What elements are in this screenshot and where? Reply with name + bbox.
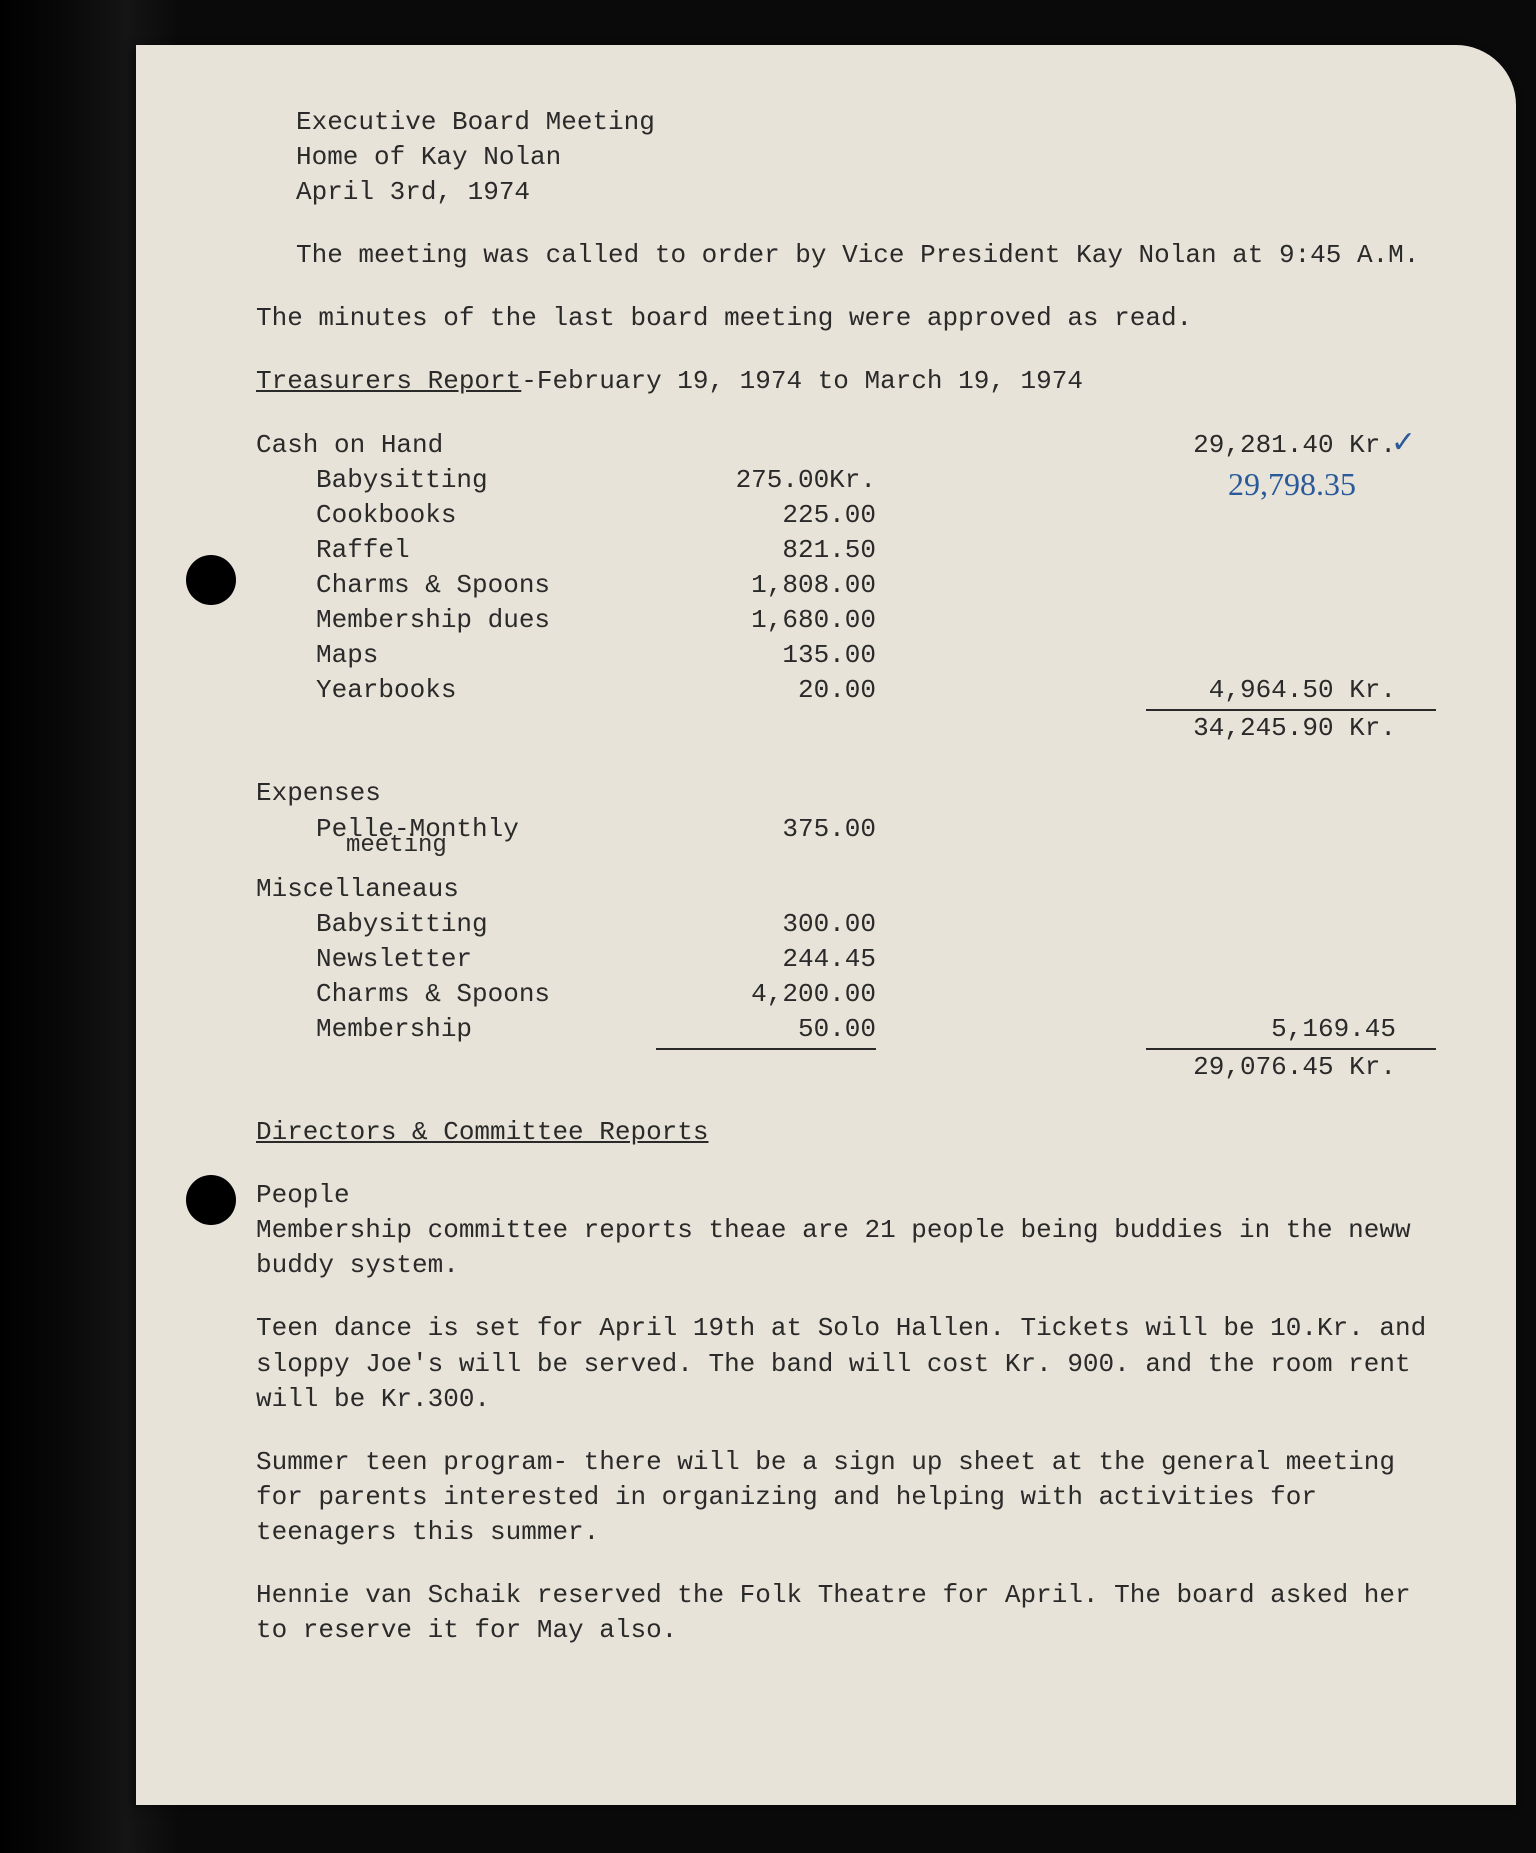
misc-row: Membership 50.00 5,169.45 bbox=[256, 1012, 1436, 1050]
treasurers-title: Treasurers Report bbox=[256, 366, 521, 396]
summer-teen-paragraph: Summer teen program- there will be a sig… bbox=[256, 1445, 1436, 1550]
checkmark-annotation: ✓ bbox=[1391, 423, 1416, 464]
row-amount: 1,680.00 bbox=[656, 603, 876, 638]
row-label: Miscellaneaus bbox=[256, 872, 596, 907]
teen-dance-paragraph: Teen dance is set for April 19th at Solo… bbox=[256, 1311, 1436, 1416]
expense-total-row: 29,076.45 Kr. bbox=[256, 1050, 1436, 1085]
row-amount: 300.00 bbox=[656, 907, 876, 942]
directors-title: Directors & Committee Reports bbox=[256, 1117, 708, 1147]
row-label: Maps bbox=[256, 638, 656, 673]
expense-subtotal: 5,169.45 bbox=[1146, 1012, 1436, 1050]
misc-row: Newsletter 244.45 bbox=[256, 942, 1436, 977]
row-label: Expenses bbox=[256, 776, 596, 811]
row-amount: 135.00 bbox=[656, 638, 876, 673]
hennie-paragraph: Hennie van Schaik reserved the Folk Thea… bbox=[256, 1578, 1436, 1648]
row-label: Charms & Spoons bbox=[256, 977, 656, 1012]
cash-on-hand-row: Cash on Hand 29,281.40 Kr. bbox=[256, 428, 1436, 463]
expenses-block: Expenses Pelle-Monthly meeting 375.00 bbox=[256, 776, 1436, 861]
row-label: Raffel bbox=[256, 533, 656, 568]
document-page: Executive Board Meeting Home of Kay Nola… bbox=[136, 45, 1516, 1805]
header-line: April 3rd, 1974 bbox=[296, 175, 1436, 210]
row-label: Pelle-Monthly meeting bbox=[256, 812, 656, 862]
row-amount: 375.00 bbox=[656, 812, 876, 862]
expense-total: 29,076.45 Kr. bbox=[1193, 1050, 1436, 1085]
row-label bbox=[256, 711, 656, 746]
income-subtotal: 4,964.50 Kr. bbox=[1146, 673, 1436, 711]
expense-row: Pelle-Monthly meeting 375.00 bbox=[256, 812, 1436, 862]
row-amount: 1,808.00 bbox=[656, 568, 876, 603]
row-amount bbox=[596, 428, 816, 463]
row-amount: 275.00Kr. bbox=[656, 463, 876, 498]
people-block: People Membership committee reports thea… bbox=[256, 1178, 1436, 1283]
row-label: Babysitting bbox=[256, 463, 656, 498]
income-row: Raffel 821.50 bbox=[256, 533, 1436, 568]
row-amount: 244.45 bbox=[656, 942, 876, 977]
row-label: Charms & Spoons bbox=[256, 568, 656, 603]
treasurers-report-block: ✓ 29,798.35 Cash on Hand 29,281.40 Kr. B… bbox=[256, 428, 1436, 747]
people-text: Membership committee reports theae are 2… bbox=[256, 1213, 1436, 1283]
misc-header: Miscellaneaus bbox=[256, 872, 1436, 907]
income-row: Yearbooks 20.00 4,964.50 Kr. bbox=[256, 673, 1436, 711]
income-total: 34,245.90 Kr. bbox=[1193, 711, 1436, 746]
treasurers-title-line: Treasurers Report-February 19, 1974 to M… bbox=[256, 364, 1436, 399]
directors-title-line: Directors & Committee Reports bbox=[256, 1115, 1436, 1150]
punch-hole bbox=[186, 1175, 236, 1225]
income-row: Charms & Spoons 1,808.00 bbox=[256, 568, 1436, 603]
header-line: Home of Kay Nolan bbox=[296, 140, 1436, 175]
row-label: Membership dues bbox=[256, 603, 656, 638]
document-header: Executive Board Meeting Home of Kay Nola… bbox=[296, 105, 1436, 210]
income-row: Maps 135.00 bbox=[256, 638, 1436, 673]
punch-hole bbox=[186, 555, 236, 605]
income-row: Membership dues 1,680.00 bbox=[256, 603, 1436, 638]
people-label: People bbox=[256, 1178, 1436, 1213]
row-amount: 225.00 bbox=[656, 498, 876, 533]
header-line: Executive Board Meeting bbox=[296, 105, 1436, 140]
row-label: Membership bbox=[256, 1012, 656, 1050]
misc-block: Miscellaneaus Babysitting 300.00 Newslet… bbox=[256, 872, 1436, 1086]
opening-paragraph: The meeting was called to order by Vice … bbox=[296, 238, 1436, 273]
misc-row: Babysitting 300.00 bbox=[256, 907, 1436, 942]
handwritten-annotation: 29,798.35 bbox=[1228, 463, 1356, 506]
income-total-row: 34,245.90 Kr. bbox=[256, 711, 1436, 746]
row-amount: 20.00 bbox=[656, 673, 876, 711]
row-amount: 50.00 bbox=[656, 1012, 876, 1050]
misc-row: Charms & Spoons 4,200.00 bbox=[256, 977, 1436, 1012]
stacked-bottom: meeting bbox=[346, 830, 447, 862]
row-amount: 4,200.00 bbox=[656, 977, 876, 1012]
row-amount bbox=[656, 1050, 876, 1085]
row-label: Newsletter bbox=[256, 942, 656, 977]
row-amount: 821.50 bbox=[656, 533, 876, 568]
row-label: Babysitting bbox=[256, 907, 656, 942]
treasurers-period: -February 19, 1974 to March 19, 1974 bbox=[521, 366, 1083, 396]
minutes-paragraph: The minutes of the last board meeting we… bbox=[256, 301, 1436, 336]
row-label bbox=[256, 1050, 656, 1085]
row-label: Yearbooks bbox=[256, 673, 656, 711]
row-label: Cookbooks bbox=[256, 498, 656, 533]
row-label: Cash on Hand bbox=[256, 428, 596, 463]
page-wrapper: Executive Board Meeting Home of Kay Nola… bbox=[0, 0, 1536, 1853]
expenses-header: Expenses bbox=[256, 776, 1436, 811]
row-amount bbox=[656, 711, 876, 746]
